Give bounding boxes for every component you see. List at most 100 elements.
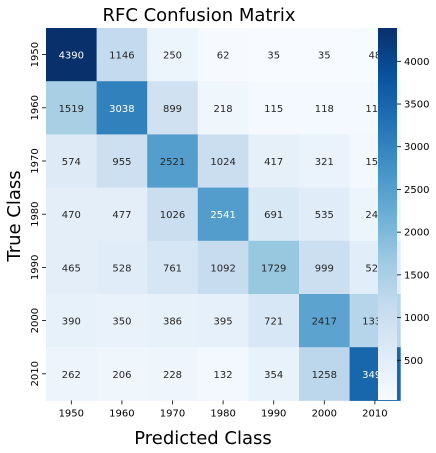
cell-value-label: 115	[264, 104, 283, 115]
cell-value-label: 132	[214, 370, 233, 381]
cell-value-label: 2541	[210, 210, 235, 221]
colorbar: 500 1000 1500 2000 2500 3000 3500 4000	[378, 28, 429, 400]
cell-value-label: 395	[214, 317, 233, 328]
cell-value-label: 955	[112, 157, 131, 168]
cell-value-label: 62	[217, 51, 230, 62]
heatmap-cell	[248, 187, 300, 242]
x-tick-label: 1980	[210, 408, 235, 419]
heatmap-cell	[96, 187, 148, 242]
cell-value-label: 1519	[59, 104, 84, 115]
heatmap-cell	[197, 187, 249, 242]
cell-value-label: 520	[365, 263, 384, 274]
cell-value-label: 528	[112, 263, 131, 274]
colorbar-gradient	[378, 28, 397, 400]
y-tick-label: 1950	[30, 42, 41, 67]
heatmap-cell	[96, 81, 148, 135]
colorbar-tick-label: 3000	[404, 142, 429, 153]
heatmap-cell	[96, 134, 148, 189]
heatmap-cell	[299, 347, 351, 401]
colorbar-tick-label: 1000	[404, 313, 429, 324]
cell-value-label: 48	[369, 51, 382, 62]
heatmap-cell	[147, 81, 199, 135]
cell-value-label: 1092	[210, 263, 235, 274]
cell-value-label: 470	[62, 210, 81, 221]
heatmap-cell	[147, 347, 199, 401]
cell-value-label: 118	[315, 104, 334, 115]
cell-value-label: 321	[315, 157, 334, 168]
cell-value-label: 477	[112, 210, 131, 221]
heatmap-cell	[46, 134, 98, 189]
cell-value-label: 535	[315, 210, 334, 221]
cell-value-label: 721	[264, 317, 283, 328]
colorbar-tick-label: 3500	[404, 100, 429, 111]
cell-value-label: 4390	[59, 51, 84, 62]
y-tick-label: 1970	[30, 148, 41, 173]
cell-value-label: 218	[214, 104, 233, 115]
y-tick-label: 2010	[30, 361, 41, 386]
heatmap-cell	[248, 134, 300, 189]
heatmap-cell	[248, 294, 300, 348]
heatmap-cell	[197, 347, 249, 401]
heatmap-cell-labels: 4390 1146 250 62 35 35 48 1519 3038 899 218 115 118 1…	[59, 51, 388, 381]
x-tick-label: 1950	[59, 408, 84, 419]
heatmap-cell	[299, 294, 351, 348]
heatmap-cell	[197, 294, 249, 348]
y-tick-labels: 1950 1960 1970 1980 1990 2000 2010	[30, 42, 46, 387]
cell-value-label: 1258	[312, 370, 337, 381]
heatmap-cell	[96, 347, 148, 401]
heatmap-cell	[197, 240, 249, 295]
x-tick-label: 1990	[261, 408, 286, 419]
heatmap-cell	[147, 28, 199, 82]
cell-value-label: 390	[62, 317, 81, 328]
cell-value-label: 153	[365, 157, 384, 168]
colorbar-tick-label: 2500	[404, 185, 429, 196]
heatmap-cell	[248, 347, 300, 401]
cell-value-label: 574	[62, 157, 81, 168]
cell-value-label: 3496	[362, 370, 387, 381]
heatmap-cell	[197, 28, 249, 82]
cell-value-label: 1729	[261, 263, 286, 274]
heatmap-cell	[299, 81, 351, 135]
cell-value-label: 115	[365, 104, 384, 115]
cell-value-label: 35	[318, 51, 331, 62]
heatmap-cell	[96, 28, 148, 82]
heatmap-cell	[299, 240, 351, 295]
cell-value-label: 206	[112, 370, 131, 381]
cell-value-label: 417	[264, 157, 283, 168]
cell-value-label: 386	[163, 317, 182, 328]
cell-value-label: 243	[365, 210, 384, 221]
cell-value-label: 465	[62, 263, 81, 274]
cell-value-label: 999	[315, 263, 334, 274]
heatmap-cell	[46, 81, 98, 135]
heatmap-cell	[147, 294, 199, 348]
heatmap-cell	[248, 28, 300, 82]
x-axis-label: Predicted Class	[134, 428, 272, 449]
heatmap-cell	[197, 134, 249, 189]
cell-value-label: 228	[163, 370, 182, 381]
cell-value-label: 1024	[210, 157, 235, 168]
cell-value-label: 250	[163, 51, 182, 62]
cell-value-label: 691	[264, 210, 283, 221]
y-tick-label: 1980	[30, 201, 41, 226]
x-tick-label: 2010	[362, 408, 387, 419]
cell-value-label: 350	[112, 317, 131, 328]
heatmap-cell	[46, 294, 98, 348]
colorbar-tick-label: 1500	[404, 270, 429, 281]
cell-value-label: 1146	[109, 51, 134, 62]
heatmap-cell	[96, 294, 148, 348]
x-tick-labels: 1950 1960 1970 1980 1990 2000 2010	[59, 400, 388, 419]
cell-value-label: 1330	[362, 317, 387, 328]
colorbar-tick-label: 2000	[404, 228, 429, 239]
cell-value-label: 354	[264, 370, 283, 381]
heatmap-cells	[46, 28, 401, 401]
cell-value-label: 2417	[312, 317, 337, 328]
heatmap-cell	[197, 81, 249, 135]
chart-title: RFC Confusion Matrix	[102, 5, 295, 26]
y-tick-label: 1960	[30, 95, 41, 120]
heatmap-cell	[299, 187, 351, 242]
heatmap-cell	[46, 347, 98, 401]
heatmap-cell	[46, 28, 98, 82]
cell-value-label: 2521	[160, 157, 185, 168]
cell-value-label: 35	[267, 51, 280, 62]
